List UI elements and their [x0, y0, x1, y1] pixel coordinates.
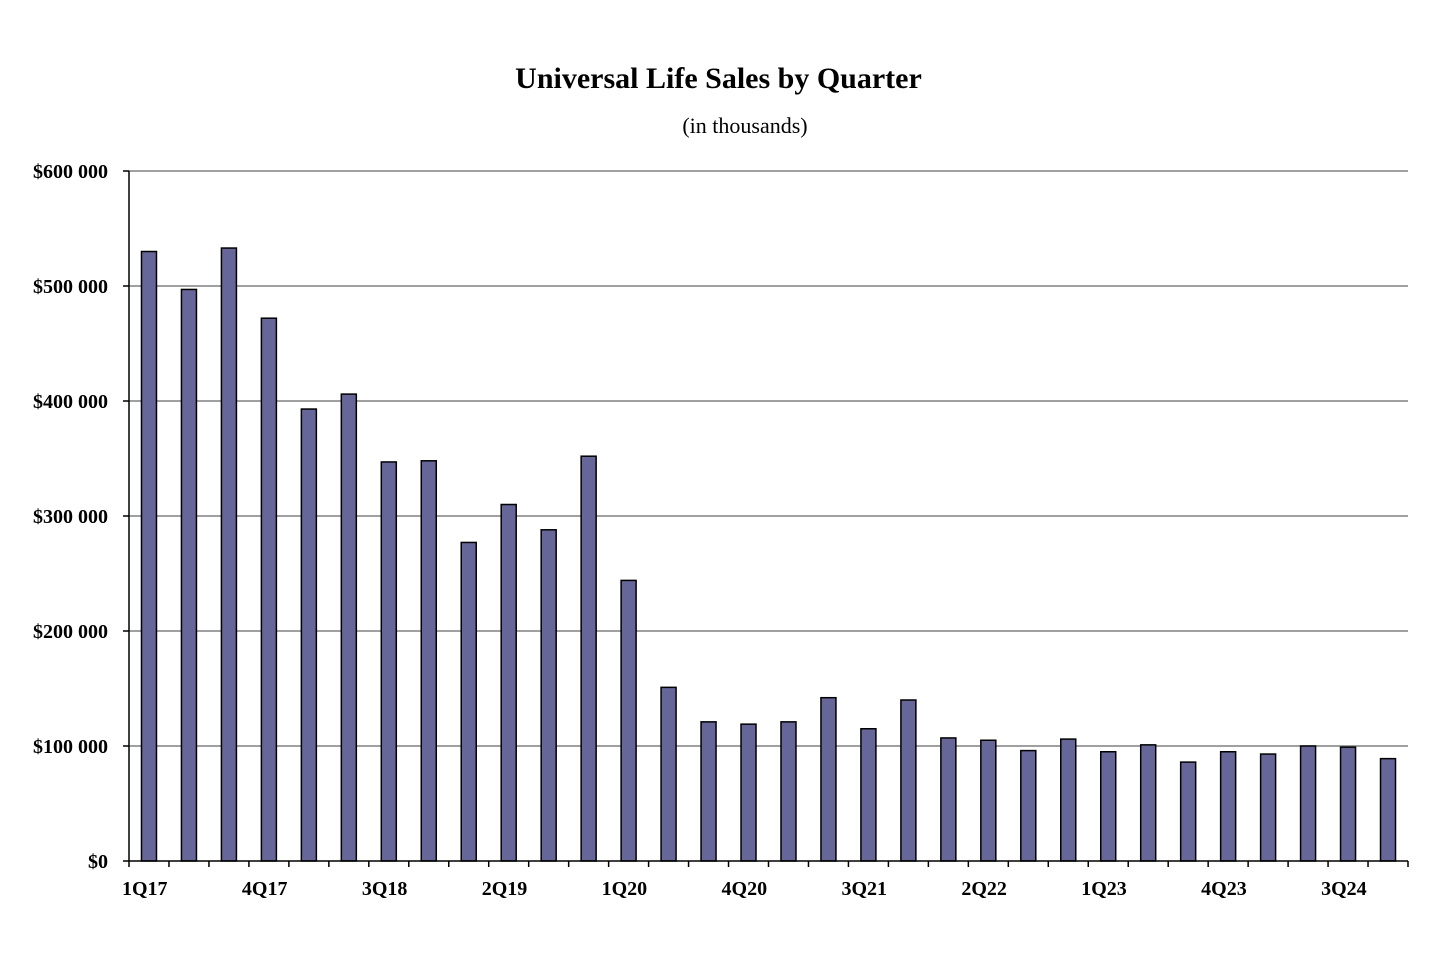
bar-1Q23 [1099, 751, 1117, 862]
bar-4Q19 [580, 455, 597, 862]
x-tick-label: 1Q20 [602, 878, 648, 900]
bar-4Q23 [1219, 751, 1237, 862]
x-tick-label: 3Q21 [841, 878, 887, 900]
x-tick-label: 2Q19 [482, 878, 528, 900]
x-tick-label: 3Q18 [362, 878, 408, 900]
x-tick-label: 4Q23 [1201, 878, 1247, 900]
y-tick-label: $100 000 [33, 736, 108, 758]
bar-3Q18 [380, 461, 398, 862]
chart-subtitle: (in thousands) [682, 113, 808, 138]
bar-2Q23 [1139, 744, 1157, 862]
x-tick-label: 1Q17 [122, 878, 168, 900]
bar-2Q19 [500, 503, 517, 862]
bar-4Q17 [260, 317, 278, 862]
bar-2Q17 [180, 288, 198, 862]
y-tick-label: $600 000 [33, 161, 108, 183]
bar-4Q21 [900, 699, 917, 862]
bar-series [140, 247, 1397, 862]
x-tick-label: 2Q22 [961, 878, 1007, 900]
bar-3Q17 [220, 247, 238, 862]
x-tick-label: 3Q24 [1321, 878, 1367, 900]
bar-2Q20 [660, 686, 677, 862]
bar-3Q19 [540, 529, 557, 862]
y-tick-label: $200 000 [33, 621, 108, 643]
axes [123, 170, 1409, 867]
gridlines [129, 170, 1408, 747]
bar-1Q18 [300, 408, 318, 862]
x-tick-label: 1Q23 [1081, 878, 1127, 900]
x-axis-tick-labels: 1Q17 4Q17 3Q18 2Q19 1Q20 4Q20 3Q21 2Q22 1Q23 4Q23… [122, 878, 1367, 900]
chart-title: Universal Life Sales by Quarter [515, 62, 922, 95]
y-tick-label: $0 [88, 851, 108, 873]
y-tick-label: $300 000 [33, 506, 108, 528]
bar-1Q20 [620, 579, 637, 862]
bar-3Q20 [700, 721, 717, 862]
bar-3Q22 [1020, 749, 1037, 862]
y-tick-label: $500 000 [33, 276, 108, 298]
bar-1Q24 [1259, 753, 1277, 862]
bar-3Q23 [1179, 761, 1197, 862]
bar-2Q18 [340, 393, 358, 862]
bar-4Q22 [1060, 738, 1077, 862]
bar-4Q20 [740, 723, 757, 862]
bar-3Q24 [1339, 746, 1357, 862]
x-tick-label: 4Q20 [722, 878, 768, 900]
bar-1Q19 [460, 541, 477, 862]
bar-1Q22 [940, 737, 957, 862]
bar-2Q24 [1299, 745, 1317, 862]
bar-1Q17 [140, 250, 158, 862]
bar-2Q22 [980, 739, 997, 862]
bar-1Q21 [780, 721, 797, 862]
x-tick-label: 4Q17 [242, 878, 288, 900]
bar-3Q21 [860, 728, 877, 862]
y-tick-label: $400 000 [33, 391, 108, 413]
y-axis-tick-labels: $0 $100 000 $200 000 $300 000 $400 000 $500 0… [33, 161, 108, 873]
bar-4Q18 [420, 460, 438, 862]
bar-4Q24 [1379, 757, 1397, 862]
bar-2Q21 [820, 696, 837, 862]
